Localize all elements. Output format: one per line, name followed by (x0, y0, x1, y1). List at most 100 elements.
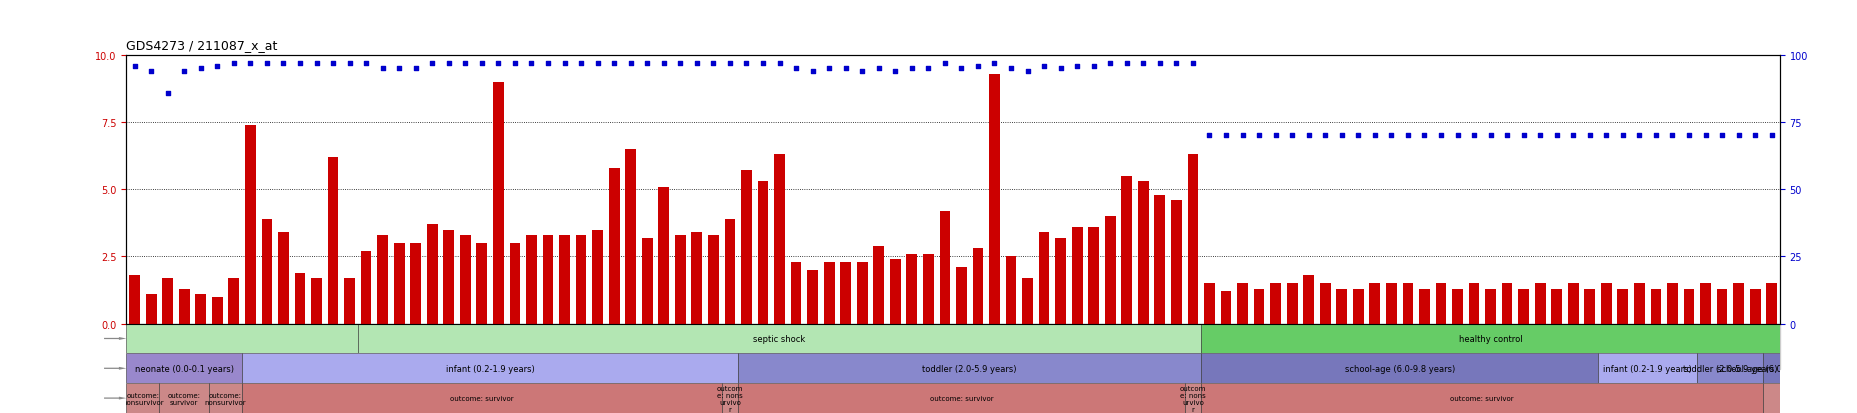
Bar (1088, 227, 1099, 324)
Point (1376, 133, 1406, 140)
Bar (1649, 289, 1660, 324)
Point (1029, 63, 1058, 70)
Bar (724, 219, 735, 324)
Bar (856, 262, 867, 324)
Point (1757, 133, 1786, 140)
Bar (241, 354, 737, 383)
Bar (923, 254, 934, 324)
Point (351, 60, 381, 67)
Point (368, 66, 397, 72)
Bar (1005, 257, 1016, 324)
Bar (1597, 354, 1697, 383)
Point (864, 66, 893, 72)
Bar (1369, 284, 1380, 324)
Bar (126, 383, 160, 413)
Bar (1200, 324, 1779, 354)
Bar (839, 262, 851, 324)
Bar (708, 235, 719, 324)
Point (401, 66, 431, 72)
Point (186, 66, 215, 72)
Bar (971, 249, 982, 324)
Point (136, 69, 165, 75)
Point (698, 60, 728, 67)
Text: neonate (0.0-0.1 years): neonate (0.0-0.1 years) (136, 364, 234, 373)
Bar (1287, 284, 1296, 324)
Bar (1716, 289, 1727, 324)
Point (1227, 133, 1257, 140)
Text: toddler (2.0-5.9 years): toddler (2.0-5.9 years) (921, 364, 1016, 373)
Bar (1666, 284, 1677, 324)
Text: outcome: survivor: outcome: survivor (449, 395, 513, 401)
Bar (1185, 383, 1200, 413)
Point (945, 66, 975, 72)
Point (202, 63, 232, 70)
Bar (1500, 284, 1512, 324)
Point (1045, 66, 1075, 72)
Bar (674, 235, 685, 324)
Point (1623, 133, 1653, 140)
Point (1656, 133, 1686, 140)
Bar (641, 238, 652, 324)
Text: outcome:
survivor: outcome: survivor (167, 392, 201, 405)
Point (1194, 133, 1224, 140)
Point (500, 60, 529, 67)
Bar (721, 383, 737, 413)
Bar (212, 297, 223, 324)
Bar (1302, 275, 1313, 324)
Point (566, 60, 596, 67)
Point (384, 66, 414, 72)
Bar (509, 243, 520, 324)
Bar (806, 270, 817, 324)
Point (1525, 133, 1554, 140)
Bar (145, 294, 156, 324)
Bar (542, 235, 553, 324)
Point (1309, 133, 1339, 140)
Bar (1567, 284, 1578, 324)
Point (1161, 60, 1190, 67)
Bar (241, 383, 721, 413)
Bar (774, 155, 784, 324)
Point (435, 60, 464, 67)
Point (1343, 133, 1372, 140)
Bar (344, 278, 355, 324)
Point (152, 90, 182, 97)
Bar (475, 243, 487, 324)
Bar (526, 235, 537, 324)
Bar (1270, 284, 1279, 324)
Point (334, 60, 364, 67)
Point (483, 60, 513, 67)
Point (665, 60, 695, 67)
Point (1326, 133, 1356, 140)
Point (466, 60, 496, 67)
Point (1244, 133, 1274, 140)
Point (615, 60, 644, 67)
Bar (1105, 216, 1114, 324)
Point (1359, 133, 1389, 140)
Point (1409, 133, 1439, 140)
Text: school-age (6.0-9.8 years): school-age (6.0-9.8 years) (1344, 364, 1454, 373)
Point (253, 60, 282, 67)
Point (797, 69, 826, 75)
Bar (195, 294, 206, 324)
Point (1426, 133, 1456, 140)
Point (715, 60, 745, 67)
Point (1673, 133, 1703, 140)
Bar (1071, 227, 1083, 324)
Bar (1682, 289, 1694, 324)
Text: outcome: survivor: outcome: survivor (928, 395, 993, 401)
Bar (410, 243, 422, 324)
Bar (228, 278, 240, 324)
Bar (1632, 284, 1643, 324)
Bar (1467, 284, 1478, 324)
Bar (394, 243, 405, 324)
Point (962, 63, 992, 70)
Bar (1534, 284, 1545, 324)
Bar (1551, 289, 1562, 324)
Text: infant (0.2-1.9 years): infant (0.2-1.9 years) (1603, 364, 1692, 373)
Bar (1253, 289, 1265, 324)
Bar (741, 171, 752, 324)
Point (1575, 133, 1604, 140)
Bar (1200, 354, 1597, 383)
Bar (1237, 284, 1248, 324)
Point (1144, 60, 1174, 67)
